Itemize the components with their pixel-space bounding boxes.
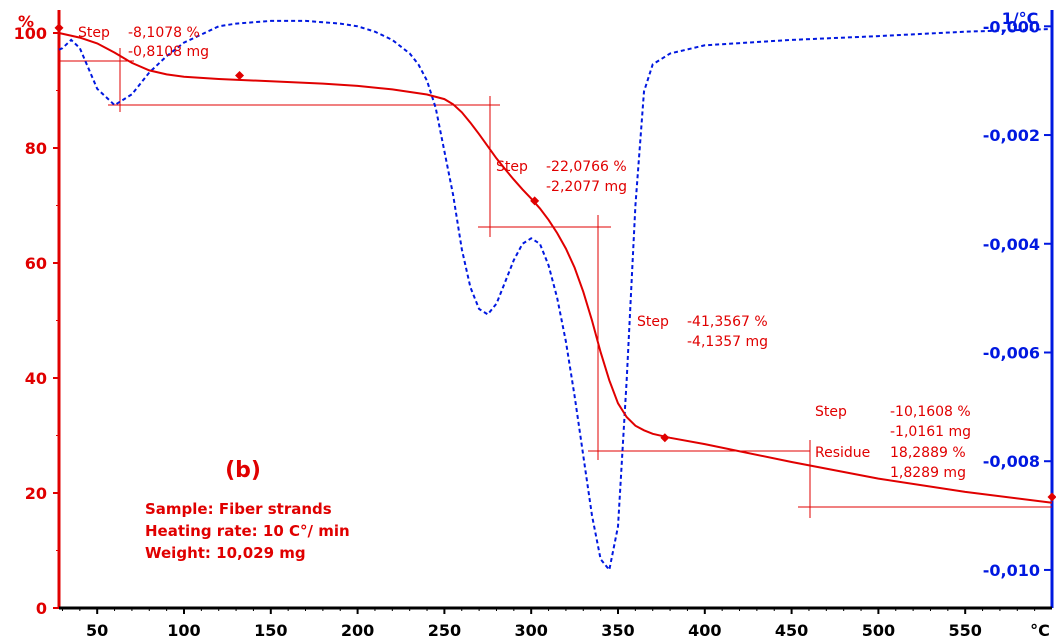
step3-label: Step (637, 314, 669, 330)
step2-label: Step (496, 159, 528, 175)
step4-mass: -1,0161 mg (890, 424, 971, 440)
step4-label: Step (815, 404, 847, 420)
right-axis-unit: 1/°C (1002, 9, 1039, 28)
step3-mass: -4,1357 mg (687, 334, 768, 350)
left-tick-label: 40 (25, 369, 47, 388)
step-marker (530, 196, 540, 206)
left-tick-label: 80 (25, 139, 47, 158)
panel-label: (b) (225, 458, 261, 483)
right-tick-label: -0,002 (983, 126, 1040, 145)
right-tick-label: -0,006 (983, 343, 1040, 362)
x-tick-label: 300 (514, 621, 547, 640)
step-markers (54, 23, 1056, 502)
x-tick-label: 550 (948, 621, 981, 640)
step2-percent: -22,0766 % (546, 159, 627, 175)
x-tick-label: 400 (688, 621, 721, 640)
x-tick-label: 200 (341, 621, 374, 640)
step1-label: Step (78, 25, 110, 41)
step-marker (660, 433, 670, 443)
x-tick-label: 250 (428, 621, 461, 640)
x-tick-label: 100 (167, 621, 200, 640)
x-axis-ticks: 50 100 150 200 250 300 350 400 450 500 550 (61, 608, 1036, 640)
derivative-series-line (58, 19, 1053, 573)
right-tick-label: -0,004 (983, 235, 1040, 254)
left-axis-unit: % (18, 12, 34, 31)
x-tick-label: 450 (775, 621, 808, 640)
left-axis-ticks: 0 20 40 60 80 100 (14, 24, 59, 618)
residue-label: Residue (815, 445, 870, 461)
right-tick-label: -0,010 (983, 561, 1040, 580)
step3-percent: -41,3567 % (687, 314, 768, 330)
x-tick-label: 50 (86, 621, 108, 640)
mass-series-line (58, 32, 1053, 504)
residue-percent: 18,2889 % (890, 445, 966, 461)
info-weight: Weight: 10,029 mg (145, 544, 306, 562)
step-marker (54, 23, 64, 33)
step1-mass: -0,8108 mg (128, 44, 209, 60)
step-marker (1047, 492, 1056, 502)
step2-mass: -2,2077 mg (546, 179, 627, 195)
right-tick-label: -0,008 (983, 452, 1040, 471)
x-tick-label: 500 (862, 621, 895, 640)
step-marker (235, 71, 245, 81)
x-tick-label: 150 (254, 621, 287, 640)
step1-percent: -8,1078 % (128, 25, 200, 41)
x-tick-label: 350 (601, 621, 634, 640)
info-heating-rate: Heating rate: 10 C°/ min (145, 522, 350, 540)
info-sample: Sample: Fiber strands (145, 500, 332, 518)
step4-percent: -10,1608 % (890, 404, 971, 420)
left-tick-label: 20 (25, 484, 47, 503)
left-tick-label: 0 (36, 599, 47, 618)
residue-mass: 1,8289 mg (890, 465, 966, 481)
left-tick-label: 60 (25, 254, 47, 273)
x-axis-unit: °C (1030, 621, 1050, 640)
right-axis-ticks: -0,000-0,002-0,004-0,006-0,008-0,010 (983, 17, 1052, 580)
left-tick-label: 100 (14, 24, 47, 43)
